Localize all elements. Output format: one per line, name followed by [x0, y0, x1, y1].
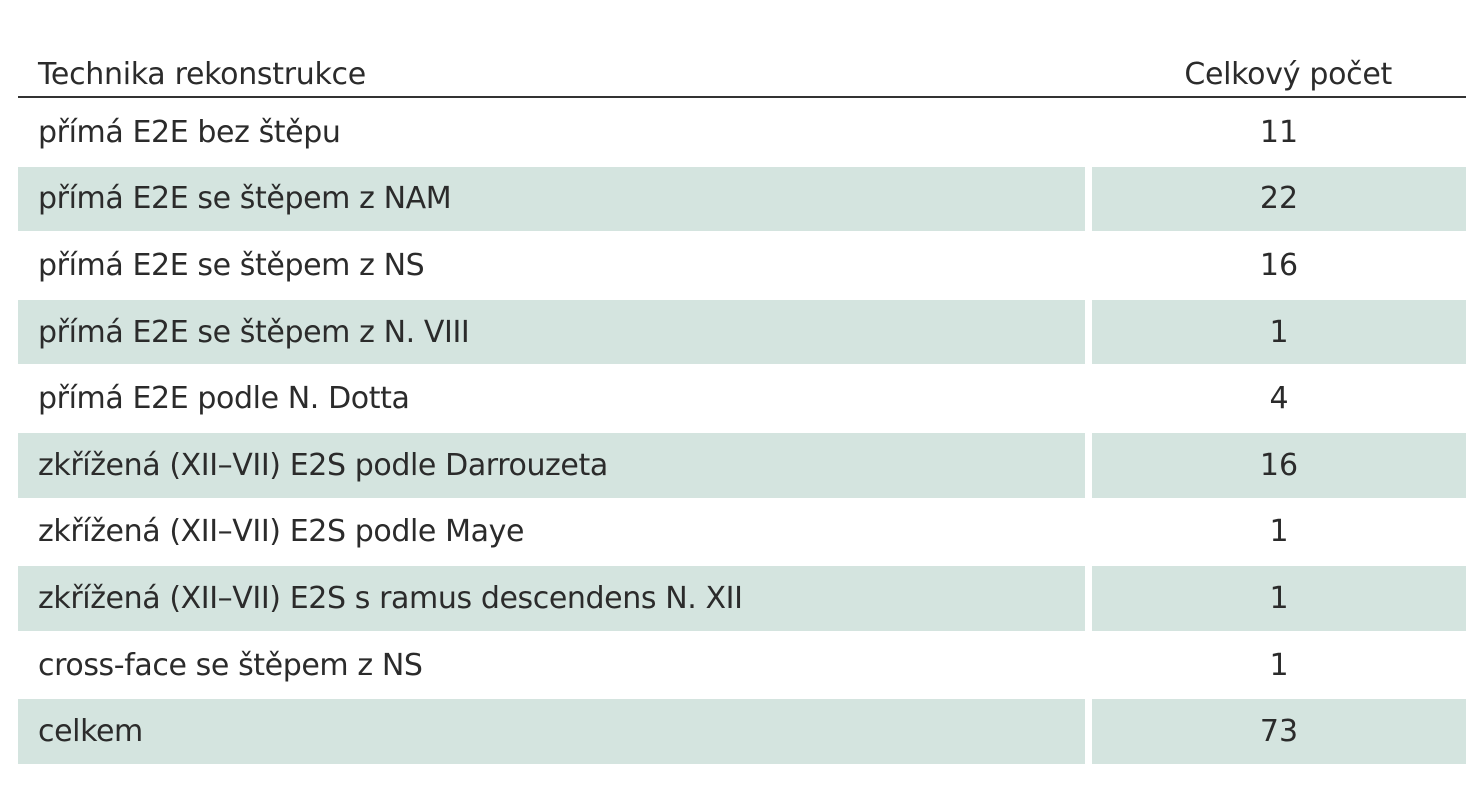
count-cell: 1 [1092, 299, 1466, 365]
table-row: zkřížená (XII–VII) E2S s ramus descenden… [18, 566, 1466, 631]
technique-cell: zkřížená (XII–VII) E2S podle Maye [38, 514, 525, 550]
technique-cell: přímá E2E se štěpem z N. VIII [18, 299, 1085, 365]
header-technique-label: Technika rekonstrukce [38, 56, 366, 92]
table-row: přímá E2E se štěpem z N. VIII 1 [18, 299, 1466, 365]
count-cell: 1 [1269, 647, 1289, 683]
header-count-label: Celkový počet [1184, 56, 1392, 92]
table-row: přímá E2E se štěpem z NS 16 [18, 233, 1466, 298]
table-body: přímá E2E bez štěpu 11 přímá E2E se štěp… [18, 98, 1466, 764]
technique-cell: přímá E2E podle N. Dotta [38, 381, 410, 417]
technique-cell: zkřížená (XII–VII) E2S s ramus descenden… [18, 566, 1085, 631]
count-cell: 73 [1092, 699, 1466, 764]
count-cell: 11 [1259, 114, 1299, 150]
table-row: cross-face se štěpem z NS 1 [18, 633, 1466, 698]
technique-cell: zkřížená (XII–VII) E2S podle Darrouzeta [18, 432, 1085, 498]
count-cell: 1 [1092, 566, 1466, 631]
count-cell: 1 [1269, 514, 1289, 550]
count-cell: 4 [1269, 381, 1289, 417]
header-count: Celkový počet [1092, 52, 1466, 96]
technique-cell: cross-face se štěpem z NS [38, 647, 423, 683]
table-row: zkřížená (XII–VII) E2S podle Maye 1 [18, 500, 1466, 565]
table-row: zkřížená (XII–VII) E2S podle Darrouzeta … [18, 432, 1466, 498]
reconstruction-table: Technika rekonstrukce Celkový počet přím… [18, 52, 1466, 766]
table-row-total: celkem 73 [18, 699, 1466, 764]
technique-cell: přímá E2E se štěpem z NS [38, 247, 425, 283]
count-cell: 22 [1092, 166, 1466, 232]
table-row: přímá E2E se štěpem z NAM 22 [18, 166, 1466, 232]
table-row: přímá E2E bez štěpu 11 [18, 100, 1466, 165]
table-header: Technika rekonstrukce Celkový počet [18, 52, 1466, 98]
count-cell: 16 [1092, 432, 1466, 498]
header-technique: Technika rekonstrukce [18, 52, 1085, 96]
technique-cell: přímá E2E se štěpem z NAM [18, 166, 1085, 232]
technique-cell: přímá E2E bez štěpu [38, 114, 341, 150]
count-cell: 16 [1259, 247, 1299, 283]
table-row: přímá E2E podle N. Dotta 4 [18, 366, 1466, 431]
technique-cell: celkem [18, 699, 1085, 764]
